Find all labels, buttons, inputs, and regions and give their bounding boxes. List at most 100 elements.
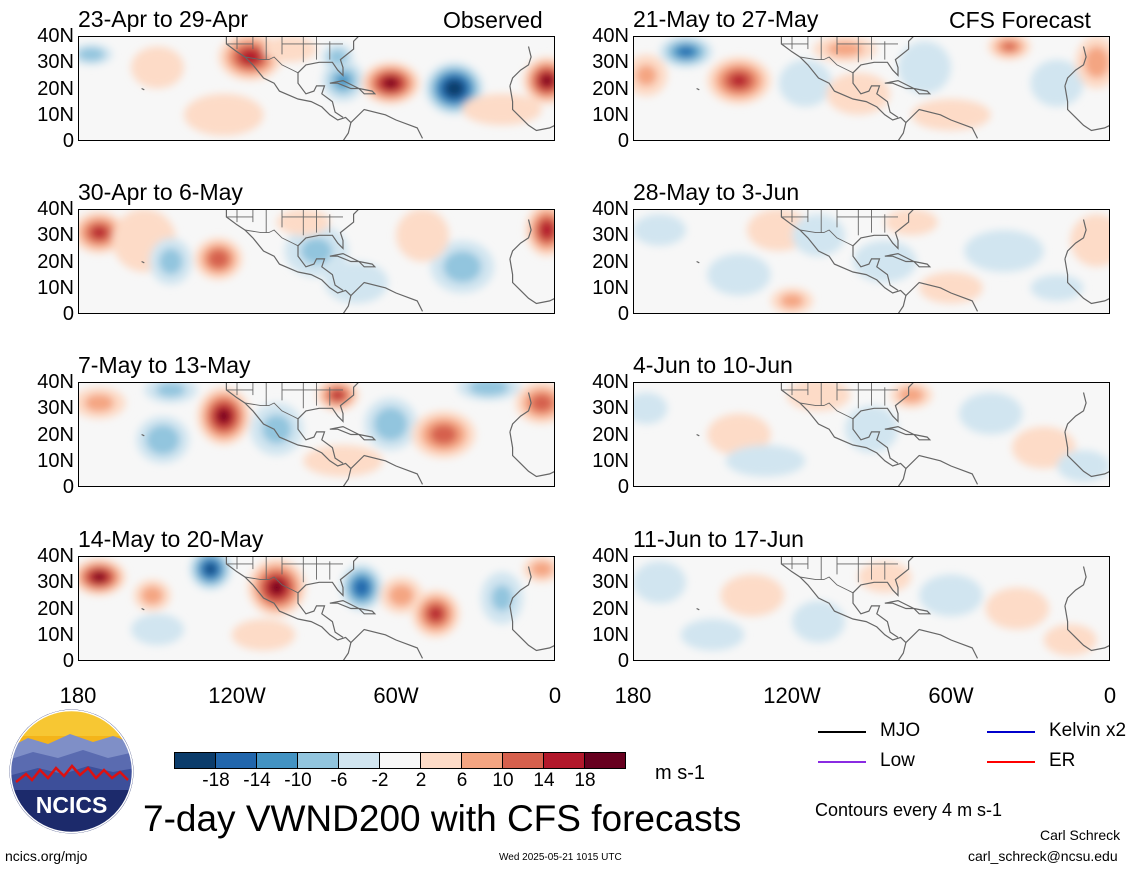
- figure-title: 7-day VWND200 with CFS forecasts: [143, 798, 742, 839]
- anomaly-blob: [542, 75, 552, 86]
- y-tick-label: 30N: [592, 51, 629, 74]
- anomaly-blob: [725, 445, 806, 477]
- coastline: [509, 605, 555, 652]
- anomaly-blob: [707, 413, 771, 456]
- coastline: [297, 556, 360, 597]
- coastline: [1064, 431, 1110, 478]
- anomaly-blob: [539, 221, 555, 239]
- anomaly-blob: [141, 586, 164, 605]
- anomaly-blob: [635, 64, 657, 86]
- coastline: [852, 245, 899, 291]
- anomaly-blob: [354, 579, 369, 596]
- url: ncics.org/mjo: [5, 848, 88, 864]
- y-tick-label: 40N: [37, 198, 74, 220]
- anomaly-blob: [898, 387, 924, 403]
- y-tick-label: 10N: [592, 103, 629, 126]
- y-tick-label: 0: [62, 130, 74, 152]
- anomaly-blob: [78, 47, 105, 62]
- colorbar-swatch: [215, 752, 257, 769]
- map-panel: [78, 36, 555, 141]
- colorbar-swatch: [379, 752, 421, 769]
- colorbar-swatch: [420, 752, 462, 769]
- colorbar-swatch: [461, 752, 503, 769]
- anomaly-blob: [919, 574, 983, 617]
- anomaly-blob: [262, 414, 292, 444]
- author: Carl Schreck: [1040, 827, 1121, 843]
- colorbar-swatch: [584, 752, 626, 769]
- anomaly-blob: [332, 391, 343, 399]
- anomaly-blob: [792, 214, 845, 257]
- anomaly-blob: [633, 561, 686, 604]
- anomaly-blob: [1030, 274, 1084, 301]
- coastline: [509, 566, 532, 607]
- border-line: [244, 576, 299, 594]
- y-tick-label: 40N: [37, 371, 74, 393]
- panel-title: 11-Jun to 17-Jun: [633, 526, 804, 552]
- anomaly-blob: [530, 561, 553, 577]
- panel-title: 30-Apr to 6-May: [78, 179, 243, 205]
- coastline: [509, 46, 532, 87]
- anomaly-blob: [84, 394, 114, 412]
- y-tick-label: 20N: [592, 423, 629, 446]
- legend-line: [987, 731, 1035, 733]
- anomaly-blob: [444, 79, 464, 98]
- heatmap-svg: [78, 382, 555, 487]
- x-tick-label: 120W: [208, 683, 266, 708]
- coastline: [1064, 566, 1087, 607]
- coastline: [297, 418, 344, 464]
- email: carl_schreck@ncsu.edu: [968, 848, 1118, 864]
- heatmap-svg: [78, 556, 555, 661]
- anomaly-blob: [633, 214, 686, 246]
- y-tick-label: 40N: [37, 545, 74, 567]
- y-tick-label: 40N: [592, 25, 629, 47]
- heatmap-svg: [633, 556, 1110, 661]
- border-line: [799, 56, 854, 74]
- border-line: [799, 402, 854, 420]
- coastline: [905, 628, 979, 659]
- y-tick-label: 0: [617, 303, 629, 325]
- panel-title: 21-May to 27-May: [633, 6, 819, 32]
- coastline: [852, 72, 899, 118]
- y-tick-label: 20N: [592, 250, 629, 273]
- y-tick-label: 10N: [37, 276, 74, 299]
- colorbar-label: -14: [243, 770, 271, 791]
- y-tick-label: 40N: [592, 545, 629, 567]
- y-tick-label: 0: [62, 650, 74, 672]
- x-tick-label: 60W: [928, 683, 974, 708]
- colorbar-swatch: [502, 752, 544, 769]
- coastline: [358, 87, 377, 95]
- coastline: [780, 209, 907, 314]
- map-panel: [633, 556, 1110, 661]
- coastline: [358, 607, 377, 615]
- y-tick-label: 0: [617, 130, 629, 152]
- y-tick-label: 20N: [37, 250, 74, 273]
- x-tick-label: 120W: [763, 683, 821, 708]
- coastline: [509, 258, 555, 305]
- coastline: [358, 433, 377, 441]
- anomaly-blob: [679, 47, 693, 56]
- y-tick-label: 10N: [37, 103, 74, 126]
- anomaly-blob: [1070, 214, 1110, 267]
- legend-label: Low: [880, 750, 915, 771]
- coastline: [913, 260, 932, 268]
- y-tick-label: 10N: [37, 449, 74, 472]
- colorbar-label: -2: [371, 770, 389, 791]
- y-tick-label: 20N: [37, 77, 74, 100]
- coastline: [225, 36, 352, 141]
- anomaly-blob: [853, 240, 917, 283]
- anomaly-blob: [92, 227, 106, 238]
- anomaly-blob: [491, 584, 513, 612]
- colorbar-label: -18: [202, 770, 230, 791]
- coastline: [1064, 219, 1087, 260]
- y-tick-label: 0: [62, 476, 74, 498]
- x-tick-label: 0: [1103, 683, 1117, 708]
- y-tick-label: 20N: [592, 77, 629, 100]
- colorbar-swatch: [174, 752, 216, 769]
- y-tick-label: 30N: [592, 571, 629, 594]
- anomaly-blob: [827, 41, 863, 57]
- colorbar-label: 14: [533, 770, 555, 791]
- colorbar-units: m s-1: [655, 762, 705, 784]
- panel-title: 23-Apr to 29-Apr: [78, 6, 249, 32]
- ncics-logo: NCICS: [8, 708, 135, 835]
- coastline: [141, 607, 145, 611]
